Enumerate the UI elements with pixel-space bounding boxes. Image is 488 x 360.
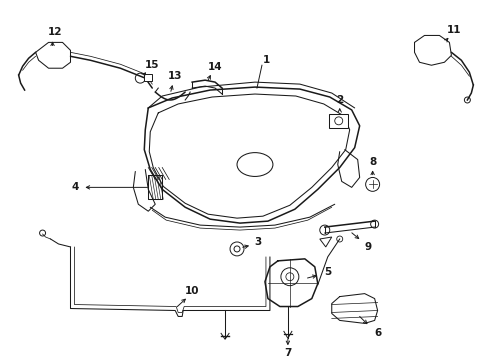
Text: 4: 4 (72, 183, 79, 192)
Text: 1: 1 (263, 55, 270, 65)
Text: 13: 13 (167, 71, 182, 81)
Bar (144, 74, 152, 81)
FancyBboxPatch shape (328, 114, 347, 128)
Text: 5: 5 (324, 267, 331, 277)
Text: 2: 2 (335, 95, 343, 105)
Polygon shape (319, 237, 331, 247)
Text: 10: 10 (184, 285, 199, 296)
Text: 8: 8 (368, 157, 375, 167)
Text: 9: 9 (364, 242, 370, 252)
Text: 15: 15 (145, 60, 159, 70)
Text: 3: 3 (254, 237, 261, 247)
Text: 14: 14 (207, 62, 222, 72)
Text: 11: 11 (446, 26, 461, 36)
Text: 7: 7 (284, 348, 291, 358)
Text: 12: 12 (48, 27, 62, 37)
Text: 6: 6 (373, 328, 381, 338)
